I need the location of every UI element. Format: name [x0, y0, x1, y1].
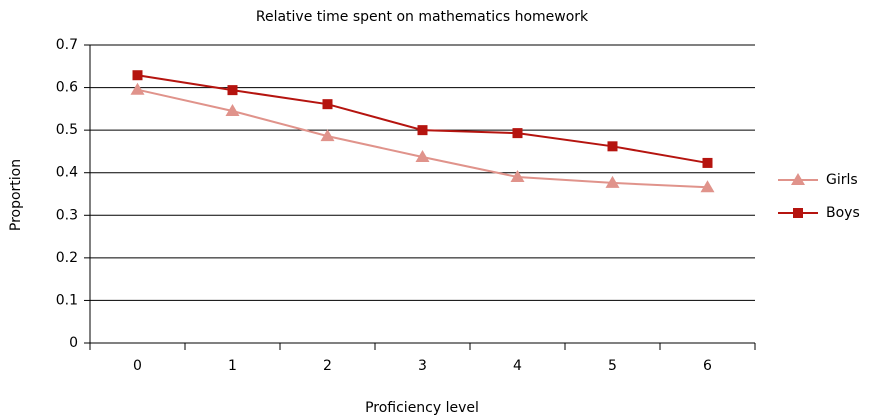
marker: [415, 149, 430, 162]
y-axis-title: Proportion: [8, 159, 24, 231]
marker: [702, 157, 713, 168]
x-tick-label: 2: [323, 358, 332, 374]
marker: [791, 173, 805, 185]
x-tick-label: 3: [418, 358, 427, 374]
marker: [510, 169, 525, 182]
legend-label: Girls: [826, 172, 858, 188]
marker: [417, 125, 428, 136]
x-tick-label: 4: [513, 358, 522, 374]
y-tick-label: 0: [69, 335, 78, 351]
y-tick-label: 0.3: [56, 207, 78, 223]
x-tick-label: 6: [703, 358, 712, 374]
x-axis-title: Proficiency level: [365, 400, 479, 416]
y-tick-label: 0.5: [56, 122, 78, 138]
x-tick-label: 0: [133, 358, 142, 374]
y-tick-label: 0.2: [56, 250, 78, 266]
y-tick-label: 0.1: [56, 292, 78, 308]
legend-label: Boys: [826, 205, 860, 221]
marker: [322, 99, 333, 110]
x-tick-label: 5: [608, 358, 617, 374]
marker: [700, 180, 715, 193]
y-tick-label: 0.6: [56, 80, 78, 96]
marker: [130, 82, 145, 95]
marker: [607, 141, 618, 152]
marker: [320, 129, 335, 142]
x-tick-label: 1: [228, 358, 237, 374]
marker: [793, 208, 803, 218]
series-line: [137, 74, 708, 164]
marker: [132, 70, 143, 81]
chart-title: Relative time spent on mathematics homew…: [256, 9, 589, 25]
marker: [605, 175, 620, 188]
marker: [512, 128, 523, 139]
y-tick-label: 0.4: [56, 165, 78, 181]
y-tick-label: 0.7: [56, 37, 78, 53]
marker: [227, 85, 238, 96]
marker: [225, 103, 240, 116]
